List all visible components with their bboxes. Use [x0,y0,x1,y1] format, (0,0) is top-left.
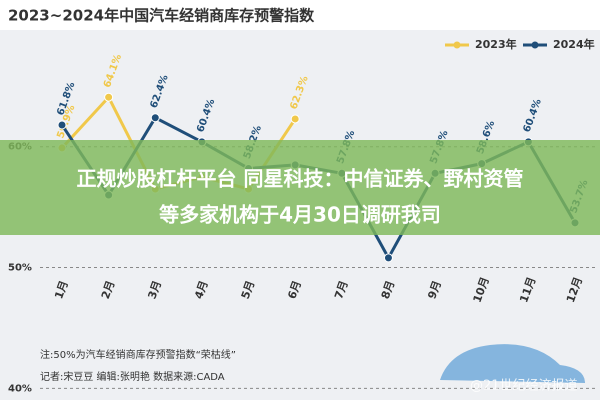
legend-label: 2023年 [475,37,517,51]
note: 注:50%为汽车经销商库存预警指数“荣枯线” [40,348,236,361]
x-tick-label: 7月 [332,279,351,301]
banner [0,140,600,235]
value-label: 62.3% [288,75,310,111]
x-tick-label: 2月 [99,279,118,301]
value-label: 64.1% [102,53,124,89]
note: 记者:宋豆豆 编辑:张明艳 数据来源:CADA [40,370,225,383]
point [290,114,300,124]
x-tick-label: 10月 [471,275,492,304]
value-label: 62.4% [149,73,171,109]
x-tick-label: 11月 [517,275,538,304]
x-tick-label: 6月 [285,279,304,301]
car-icon [440,344,585,383]
y-tick-label: 40% [8,383,32,394]
legend-label: 2024年 [553,37,595,51]
x-tick-label: 1月 [52,279,71,301]
value-label: 60.4% [522,98,544,134]
x-tick-label: 3月 [146,279,165,301]
legend-swatch [531,41,539,49]
watermark: @21世纪经济报道 [470,379,578,394]
title-bar [0,0,600,30]
x-tick-label: 8月 [379,279,398,301]
x-tick-label: 9月 [425,279,444,301]
point [57,120,67,130]
banner-text: 正规炒股杠杆平台 同星科技：中信证券、野村资管 [77,167,524,191]
banner-text: 等多家机构于4月30日调研我司 [159,203,441,227]
x-tick-label: 12月 [564,275,585,304]
x-tick-label: 4月 [192,279,211,301]
value-label: 60.4% [195,98,217,134]
chart-title: 2023~2024年中国汽车经销商库存预警指数 [8,7,315,25]
point [150,113,160,123]
point [104,92,114,102]
x-tick-label: 5月 [239,279,258,301]
legend-swatch [453,41,461,49]
y-tick-label: 50% [8,263,32,274]
point [383,253,393,263]
